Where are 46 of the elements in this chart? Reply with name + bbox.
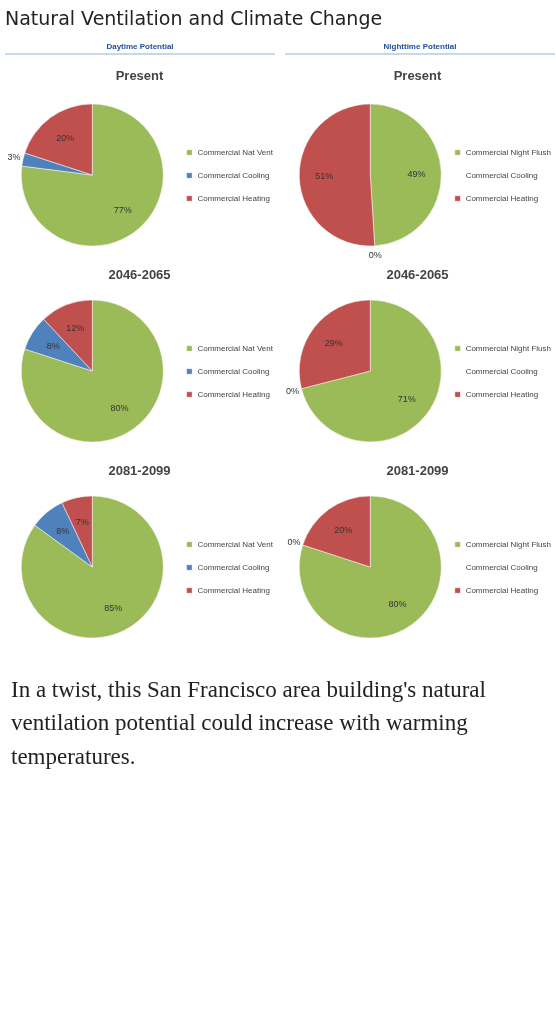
data-label: 51%	[315, 171, 334, 182]
legend-label: Commercial Cooling	[197, 366, 270, 375]
category-label: Commercial Cooling	[465, 366, 538, 375]
text: 0%	[287, 537, 301, 548]
legend-label: Commercial Heating	[465, 193, 539, 202]
category-label: Commercial Cooling	[465, 170, 538, 179]
chart-title: 2081-2099	[386, 462, 449, 478]
legend-label: Commercial Heating	[197, 389, 270, 398]
data-label: 7%	[75, 516, 89, 527]
data-label: 29%	[324, 337, 343, 348]
data-label: 20%	[56, 132, 75, 143]
legend-label: Commercial Cooling	[197, 170, 270, 179]
legend-label: Commercial Heating	[465, 389, 539, 398]
chart-title: Present	[115, 67, 165, 83]
chart-title: 2046-2065	[108, 266, 171, 282]
data-label: 77%	[113, 204, 132, 215]
data-label: 49%	[407, 168, 426, 179]
text: Natural Ventilation and Climate Change	[5, 6, 383, 31]
legend-label: Commercial Cooling	[197, 562, 270, 571]
legend-label: Commercial Nat Vent	[197, 343, 273, 352]
data-label: 85%	[104, 603, 123, 614]
data-label: 80%	[388, 599, 407, 610]
data-label: 20%	[334, 524, 353, 535]
data-label: 80%	[110, 403, 129, 414]
data-label: 8%	[46, 341, 60, 352]
chart-title: 2046-2065	[386, 266, 449, 282]
chart-title: 2081-2099	[108, 462, 171, 478]
data-label: 8%	[56, 526, 70, 537]
legend-label: Commercial Nat Vent	[197, 147, 273, 156]
legend-label: Commercial Night Flush	[465, 343, 551, 352]
legend-label: Commercial Nat Vent	[197, 539, 273, 548]
legend-label: Commercial Heating	[465, 585, 539, 594]
legend-label: Commercial Night Flush	[465, 147, 551, 156]
legend-label: Commercial Heating	[197, 585, 270, 594]
text: In a twist, this San Francisco area building's natural ventilation potential could increase with warming temperatures.	[11, 676, 487, 771]
data-label: 71%	[397, 394, 416, 405]
text: 0%	[368, 250, 382, 261]
data-label: 12%	[66, 323, 85, 334]
legend-label: Commercial Heating	[197, 193, 270, 202]
text: Daytime Potential	[106, 41, 174, 53]
chart-title: Present	[393, 67, 443, 83]
text: 0%	[286, 385, 300, 396]
data-label: 3%	[7, 152, 21, 163]
legend-label: Commercial Night Flush	[465, 539, 551, 548]
category-label: Commercial Cooling	[465, 562, 538, 571]
text: Nighttime Potential	[383, 41, 457, 53]
